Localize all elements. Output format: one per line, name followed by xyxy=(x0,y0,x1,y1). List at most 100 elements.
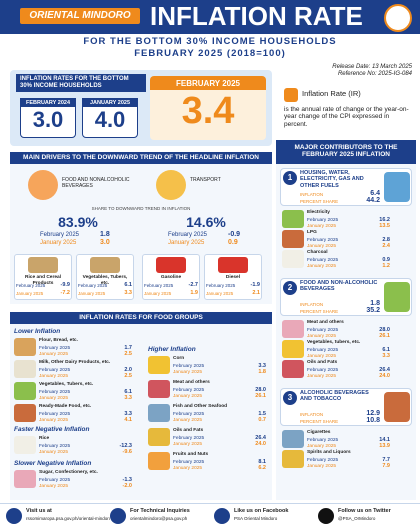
card-label: FEBRUARY 2024 xyxy=(20,98,76,107)
row-value: 16.2 xyxy=(379,217,390,223)
row-value: -9.6 xyxy=(122,449,132,455)
row-value: 7.7 xyxy=(382,457,390,463)
row-label: February 2025 xyxy=(307,218,339,223)
row-value: 1.9 xyxy=(190,290,198,296)
row-label: January 2025 xyxy=(16,291,44,296)
row-value: 8.1 xyxy=(258,459,266,465)
group-icon xyxy=(384,172,410,202)
item-name: Rice xyxy=(39,436,50,441)
inflation-label: INFLATION xyxy=(300,412,324,417)
group-icon xyxy=(384,392,410,422)
sub-icon xyxy=(218,257,248,273)
sub-icon xyxy=(90,257,120,273)
inflation-value: 6.4 xyxy=(370,190,380,197)
row-value: -1.3 xyxy=(122,477,132,483)
row-label: February 2025 xyxy=(173,436,205,441)
row-label: February 2025 xyxy=(144,283,174,288)
row-value: 14.1 xyxy=(379,437,390,443)
item-icon xyxy=(148,452,170,470)
item-icon xyxy=(148,356,170,374)
card-value: 4.0 xyxy=(94,107,126,132)
inflation-label: INFLATION xyxy=(300,192,324,197)
row-label: February 2025 xyxy=(173,460,205,465)
item-name: Oils and Fats xyxy=(173,428,204,433)
row-label: February 2025 xyxy=(307,368,339,373)
share-value: 10.8 xyxy=(366,417,380,424)
row-value: -7.2 xyxy=(60,290,70,296)
row-label: February 2025 xyxy=(307,258,339,263)
row-label: February 2025 xyxy=(39,444,71,449)
row-label: February 2025 xyxy=(16,283,46,288)
item-name: Sugar, Confectionery, etc. xyxy=(39,470,98,475)
row-label: February 2025 xyxy=(39,412,71,417)
drivers-band: MAIN DRIVERS TO THE DOWNWARD TREND OF TH… xyxy=(10,152,272,164)
row-label: February 2025 xyxy=(168,232,208,238)
row-value: 1.2 xyxy=(382,263,390,269)
row-label: February 2025 xyxy=(78,283,108,288)
logo xyxy=(384,4,412,32)
sub-icon xyxy=(28,257,58,273)
row-value: 1.8 xyxy=(258,369,266,375)
share-label: SHARE TO DOWNWARD TREND IN INFLATION xyxy=(91,206,191,211)
footer-value: orientalmindoro@psa.gov.ph xyxy=(130,516,188,521)
driver-share: 14.6% xyxy=(186,214,226,230)
share-label: PERCENT SHARE xyxy=(300,419,339,424)
row-value: 3.3 xyxy=(258,363,266,369)
row-label: January 2025 xyxy=(173,418,203,423)
food-box xyxy=(10,324,272,500)
sub-name: Vegetables, Tubers, etc. xyxy=(82,275,128,286)
info-icon xyxy=(284,88,298,102)
province: ORIENTAL MINDORO xyxy=(20,8,140,24)
row-value: -0.9 xyxy=(228,231,241,238)
item-icon xyxy=(148,380,170,398)
row-value: 1.7 xyxy=(124,345,132,351)
share-label: PERCENT SHARE xyxy=(300,309,339,314)
item-name: Meat and others xyxy=(307,320,344,325)
row-label: February 2025 xyxy=(39,346,71,351)
row-label: February 2025 xyxy=(307,458,339,463)
row-label: January 2025 xyxy=(307,264,337,269)
current-label: FEBRUARY 2025 xyxy=(150,76,266,90)
item-name: Spirits and Liquors xyxy=(307,450,351,455)
row-value: 13.9 xyxy=(379,443,390,449)
row-label: January 2025 xyxy=(307,374,337,379)
row-label: January 2025 xyxy=(173,370,203,375)
row-value: 7.9 xyxy=(382,463,390,469)
row-value: 6.1 xyxy=(382,347,390,353)
card-value: 3.0 xyxy=(32,107,64,132)
footer-icon xyxy=(214,508,230,524)
item-icon xyxy=(14,436,36,454)
driver-share: 83.9% xyxy=(58,214,98,230)
item-name: Charcoal xyxy=(307,250,328,255)
item-name: Electricity xyxy=(307,210,330,215)
row-label: February 2025 xyxy=(307,348,339,353)
item-name: LPG xyxy=(307,230,317,235)
row-label: January 2025 xyxy=(39,450,69,455)
row-value: 28.0 xyxy=(255,387,266,393)
row-label: January 2025 xyxy=(168,240,205,246)
period: FEBRUARY 2025 (2018=100) xyxy=(134,48,286,59)
row-value: 2.5 xyxy=(124,373,132,379)
row-value: 26.1 xyxy=(379,333,390,339)
footer-label: Visit us at xyxy=(26,508,52,514)
section-heading: Lower Inflation xyxy=(14,328,61,335)
share-value: 44.2 xyxy=(366,197,380,204)
row-label: February 2025 xyxy=(307,328,339,333)
row-label: January 2025 xyxy=(173,394,203,399)
item-icon xyxy=(282,230,304,248)
subtitle: FOR THE BOTTOM 30% INCOME HOUSEHOLDS xyxy=(83,36,337,47)
row-value: 26.1 xyxy=(255,393,266,399)
inflation-value: 12.9 xyxy=(366,410,380,417)
summary-title: INFLATION RATES FOR THE BOTTOM 30% INCOM… xyxy=(16,74,146,92)
row-value: 24.0 xyxy=(255,441,266,447)
row-value: 2.0 xyxy=(124,367,132,373)
group-number: 1 xyxy=(283,171,297,185)
group-name: HOUSING, WATER, ELECTRICITY, GAS AND OTH… xyxy=(300,170,364,189)
row-value: 0.9 xyxy=(382,257,390,263)
sub-name: Diesel xyxy=(225,275,241,280)
footer-icon xyxy=(318,508,334,524)
item-icon xyxy=(148,428,170,446)
footer-icon xyxy=(110,508,126,524)
row-value: 1.8 xyxy=(100,231,110,238)
row-value: 3.3 xyxy=(124,395,132,401)
